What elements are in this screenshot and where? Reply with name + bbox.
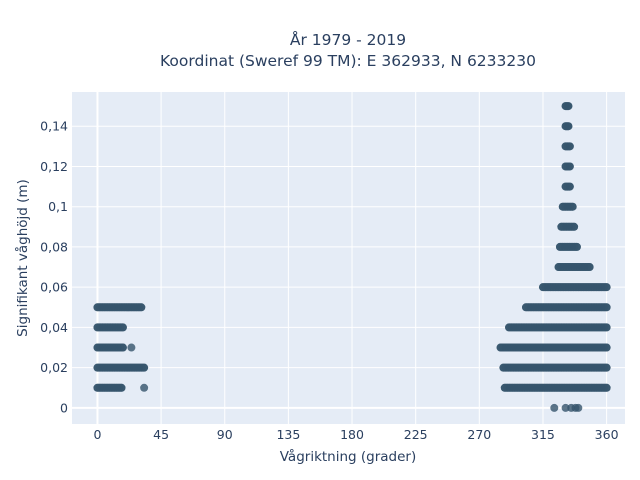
data-point (137, 303, 146, 312)
point-band (93, 323, 127, 332)
x-tick-label: 45 (153, 427, 169, 442)
data-point (140, 383, 149, 392)
data-point (561, 403, 570, 412)
data-point (118, 343, 127, 352)
point-band (558, 202, 577, 211)
axis-ticks: 0 45 90 135 180 225 270 315 360 0 0,02 0,04 0,06 0,08… (40, 119, 618, 442)
plot-background (72, 92, 625, 424)
point-band (557, 222, 579, 231)
y-tick-label: 0,1 (48, 199, 68, 214)
data-point (574, 403, 583, 412)
y-tick-label: 0 (60, 400, 68, 415)
point-band (505, 323, 611, 332)
data-point (602, 383, 611, 392)
x-tick-label: 360 (595, 427, 619, 442)
point-band (561, 122, 573, 131)
point-band (561, 102, 573, 111)
data-point (565, 142, 574, 151)
point-band (561, 162, 574, 171)
data-point (602, 283, 611, 292)
data-point (602, 323, 611, 332)
data-point (117, 383, 126, 392)
point-band (554, 263, 594, 272)
y-tick-label: 0,04 (40, 320, 68, 335)
data-point (127, 343, 136, 352)
data-point (572, 242, 581, 251)
chart-title-line-2: Koordinat (Sweref 99 TM): E 362933, N 62… (160, 52, 536, 70)
data-point (140, 363, 149, 372)
data-point (602, 363, 611, 372)
point-band (538, 283, 611, 292)
data-point (602, 303, 611, 312)
data-points (93, 102, 611, 412)
x-tick-label: 90 (217, 427, 233, 442)
y-tick-label: 0,12 (40, 159, 68, 174)
point-band (499, 363, 611, 372)
y-tick-label: 0,14 (40, 119, 68, 134)
point-band (93, 343, 127, 352)
x-tick-label: 0 (93, 427, 101, 442)
y-axis-title: Signifikant våghöjd (m) (14, 179, 31, 337)
point-band (500, 383, 611, 392)
point-band (496, 343, 611, 352)
x-tick-label: 135 (276, 427, 300, 442)
y-tick-label: 0,08 (40, 239, 68, 254)
data-point (118, 323, 127, 332)
point-band (93, 303, 146, 312)
x-tick-label: 270 (467, 427, 491, 442)
point-band (93, 363, 149, 372)
y-tick-label: 0,06 (40, 280, 68, 295)
point-band (521, 303, 611, 312)
data-point (564, 122, 573, 131)
point-band (561, 142, 574, 151)
x-axis-title: Vågriktning (grader) (280, 448, 417, 465)
grid-lines (72, 92, 625, 424)
data-point (550, 403, 559, 412)
data-point (568, 202, 577, 211)
point-band (561, 182, 574, 191)
y-tick-label: 0,02 (40, 360, 68, 375)
data-point (602, 343, 611, 352)
x-tick-label: 225 (404, 427, 428, 442)
x-tick-label: 315 (531, 427, 555, 442)
point-band (93, 383, 126, 392)
data-point (585, 263, 594, 272)
data-point (564, 102, 573, 111)
x-tick-label: 180 (340, 427, 364, 442)
data-point (570, 222, 579, 231)
data-point (565, 182, 574, 191)
point-band (555, 242, 581, 251)
chart-title-line-1: År 1979 - 2019 (290, 30, 406, 49)
data-point (565, 162, 574, 171)
